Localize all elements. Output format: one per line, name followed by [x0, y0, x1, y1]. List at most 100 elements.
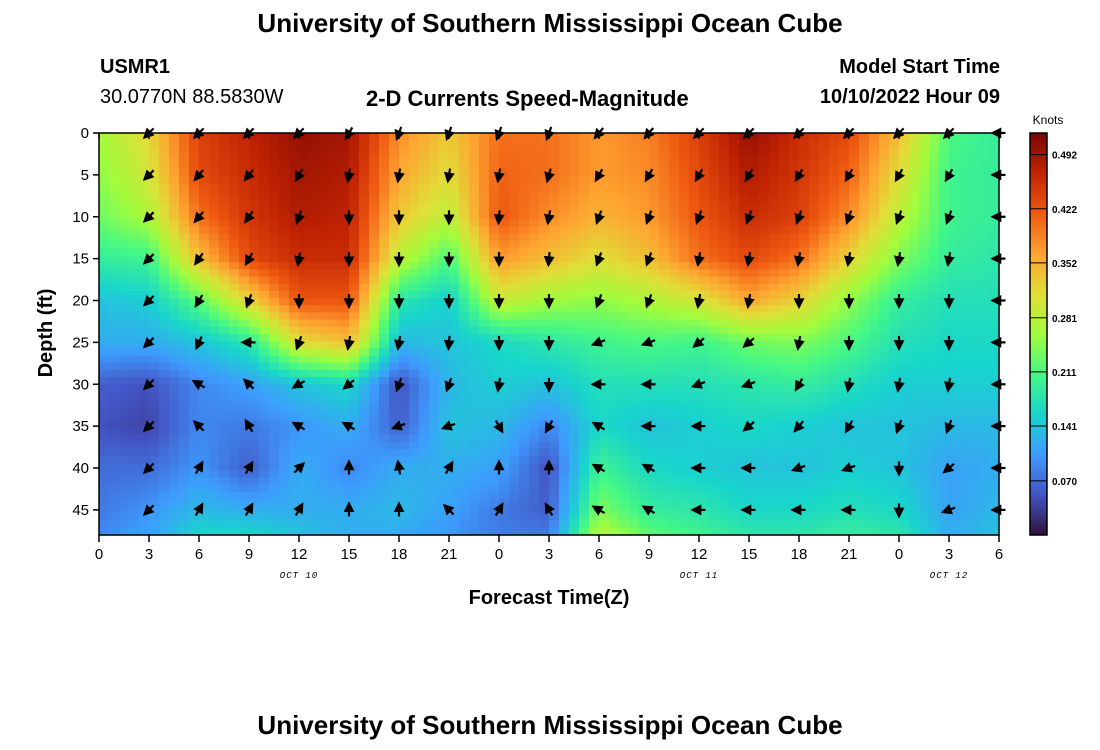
- heatmap-cell: [239, 513, 250, 522]
- heatmap-cell: [189, 283, 200, 292]
- heatmap-cell: [919, 398, 930, 407]
- heatmap-cell: [389, 434, 400, 443]
- heatmap-cell: [869, 491, 880, 500]
- heatmap-cell: [669, 434, 680, 443]
- heatmap-cell: [139, 154, 150, 163]
- heatmap-cell: [809, 420, 820, 428]
- heatmap-cell: [679, 456, 690, 464]
- heatmap-cell: [339, 319, 350, 328]
- heatmap-cell: [189, 197, 200, 206]
- heatmap-cell: [99, 355, 110, 364]
- heatmap-cell: [299, 491, 310, 500]
- heatmap-cell: [589, 405, 600, 414]
- heatmap-cell: [209, 470, 220, 479]
- heatmap-cell: [379, 527, 390, 536]
- heatmap-cell: [419, 527, 430, 536]
- heatmap-cell: [169, 527, 180, 536]
- heatmap-cell: [939, 312, 950, 321]
- heatmap-cell: [459, 484, 470, 493]
- heatmap-cell: [269, 233, 280, 242]
- heatmap-cell: [419, 441, 430, 450]
- heatmap-cell: [239, 319, 250, 328]
- heatmap-cell: [699, 398, 710, 407]
- heatmap-cell: [299, 369, 310, 378]
- heatmap-cell: [809, 269, 820, 278]
- heatmap-cell: [219, 499, 230, 507]
- heatmap-cell: [599, 355, 610, 364]
- heatmap-cell: [289, 477, 300, 486]
- heatmap-cell: [499, 412, 510, 421]
- heatmap-cell: [979, 369, 990, 378]
- heatmap-cell: [529, 348, 540, 357]
- heatmap-cell: [939, 204, 950, 213]
- heatmap-cell: [329, 491, 340, 500]
- heatmap-cell: [409, 276, 420, 285]
- heatmap-cell: [439, 269, 450, 278]
- heatmap-cell: [459, 412, 470, 421]
- heatmap-cell: [649, 190, 660, 199]
- heatmap-cell: [899, 219, 910, 227]
- heatmap-cell: [719, 276, 730, 285]
- heatmap-cell: [359, 247, 370, 256]
- heatmap-cell: [129, 456, 140, 464]
- heatmap-cell: [669, 269, 680, 278]
- heatmap-cell: [559, 133, 570, 141]
- heatmap-cell: [129, 377, 140, 385]
- heatmap-cell: [219, 527, 230, 536]
- heatmap-cell: [109, 384, 120, 393]
- heatmap-cell: [269, 384, 280, 393]
- heatmap-cell: [479, 326, 490, 335]
- heatmap-cell: [649, 427, 660, 436]
- heatmap-cell: [379, 470, 390, 479]
- heatmap-cell: [809, 262, 820, 270]
- heatmap-cell: [599, 247, 610, 256]
- heatmap-cell: [849, 226, 860, 235]
- heatmap-cell: [909, 226, 920, 235]
- heatmap-cell: [829, 348, 840, 357]
- heatmap-cell: [599, 276, 610, 285]
- heatmap-cell: [229, 190, 240, 199]
- heatmap-cell: [789, 240, 800, 249]
- heatmap-cell: [459, 513, 470, 522]
- heatmap-cell: [709, 204, 720, 213]
- heatmap-cell: [449, 247, 460, 256]
- heatmap-cell: [219, 305, 230, 314]
- heatmap-cell: [979, 276, 990, 285]
- heatmap-cell: [469, 377, 480, 385]
- heatmap-cell: [669, 362, 680, 371]
- heatmap-cell: [629, 240, 640, 249]
- heatmap-cell: [149, 513, 160, 522]
- heatmap-cell: [329, 441, 340, 450]
- heatmap-cell: [189, 262, 200, 270]
- heatmap-cell: [819, 247, 830, 256]
- heatmap-cell: [369, 283, 380, 292]
- heatmap-cell: [629, 133, 640, 141]
- heatmap-cell: [329, 463, 340, 471]
- heatmap-cell: [719, 326, 730, 335]
- heatmap-cell: [359, 233, 370, 242]
- heatmap-cell: [499, 434, 510, 443]
- heatmap-cell: [909, 276, 920, 285]
- heatmap-cell: [269, 255, 280, 263]
- heatmap-cell: [249, 140, 260, 148]
- heatmap-cell: [99, 305, 110, 314]
- heatmap-cell: [509, 269, 520, 278]
- heatmap-cell: [649, 305, 660, 314]
- heatmap-cell: [979, 499, 990, 507]
- heatmap-cell: [529, 412, 540, 421]
- heatmap-cell: [519, 369, 530, 378]
- heatmap-cell: [779, 247, 790, 256]
- heatmap-cell: [199, 334, 210, 342]
- heatmap-cell: [779, 384, 790, 393]
- heatmap-cell: [809, 341, 820, 349]
- heatmap-cell: [209, 204, 220, 213]
- heatmap-cell: [269, 484, 280, 493]
- heatmap-cell: [739, 219, 750, 227]
- heatmap-cell: [499, 269, 510, 278]
- heatmap-cell: [969, 520, 980, 529]
- heatmap-cell: [219, 470, 230, 479]
- heatmap-cell: [759, 269, 770, 278]
- heatmap-cell: [259, 168, 270, 177]
- heatmap-cell: [709, 140, 720, 148]
- heatmap-cell: [109, 154, 120, 163]
